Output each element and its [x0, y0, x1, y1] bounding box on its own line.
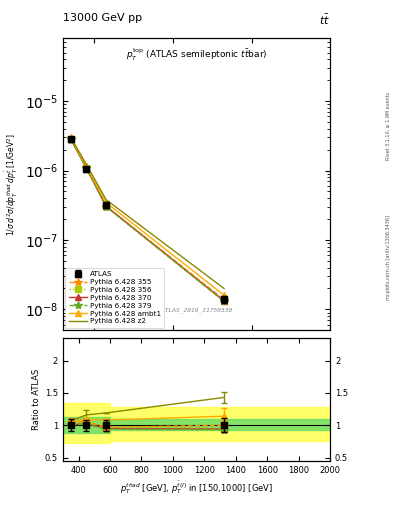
Line: Pythia 6.428 355: Pythia 6.428 355: [66, 134, 228, 304]
Text: mcplots.cern.ch [arXiv:1306.3436]: mcplots.cern.ch [arXiv:1306.3436]: [386, 215, 391, 300]
Pythia 6.428 ambt1: [68, 135, 73, 141]
Pythia 6.428 z2: [104, 197, 108, 203]
Line: Pythia 6.428 ambt1: Pythia 6.428 ambt1: [68, 135, 227, 298]
Pythia 6.428 370: [84, 165, 89, 171]
Pythia 6.428 ambt1: [222, 292, 226, 298]
Pythia 6.428 355: [68, 135, 73, 141]
X-axis label: $p_T^{thad}$ [GeV], $p_T^{\bar{t}(l)}$ in [150,1000] [GeV]: $p_T^{thad}$ [GeV], $p_T^{\bar{t}(l)}$ i…: [120, 479, 273, 496]
Pythia 6.428 379: [104, 204, 108, 210]
Text: Rivet 3.1.10, ≥ 1.9M events: Rivet 3.1.10, ≥ 1.9M events: [386, 92, 391, 160]
Pythia 6.428 379: [84, 165, 89, 172]
Pythia 6.428 355: [222, 296, 226, 303]
Legend: ATLAS, Pythia 6.428 355, Pythia 6.428 356, Pythia 6.428 370, Pythia 6.428 379, P: ATLAS, Pythia 6.428 355, Pythia 6.428 35…: [65, 268, 164, 328]
Pythia 6.428 379: [222, 298, 226, 305]
Pythia 6.428 370: [104, 203, 108, 209]
Pythia 6.428 355: [84, 164, 89, 170]
Pythia 6.428 379: [68, 136, 73, 142]
Pythia 6.428 z2: [68, 134, 73, 140]
Pythia 6.428 370: [68, 136, 73, 142]
Line: Pythia 6.428 379: Pythia 6.428 379: [66, 135, 228, 306]
Text: $p_T^{\mathrm{top}}$ (ATLAS semileptonic $t\bar{t}$bar): $p_T^{\mathrm{top}}$ (ATLAS semileptonic…: [126, 47, 267, 63]
Pythia 6.428 z2: [222, 285, 226, 291]
Y-axis label: $1/\sigma\,d^2\sigma/dp_T^{thad}\,dp_T^{\bar{t}}\,[1/\mathrm{GeV}^2]$: $1/\sigma\,d^2\sigma/dp_T^{thad}\,dp_T^{…: [4, 133, 20, 236]
Line: Pythia 6.428 z2: Pythia 6.428 z2: [71, 137, 224, 288]
Pythia 6.428 370: [222, 298, 226, 304]
Text: $t\bar{t}$: $t\bar{t}$: [319, 13, 330, 27]
Line: Pythia 6.428 356: Pythia 6.428 356: [68, 136, 227, 303]
Pythia 6.428 355: [104, 203, 108, 209]
Y-axis label: Ratio to ATLAS: Ratio to ATLAS: [32, 369, 41, 430]
Text: ATLAS_2019_I1750330: ATLAS_2019_I1750330: [161, 307, 232, 313]
Pythia 6.428 356: [104, 203, 108, 209]
Pythia 6.428 ambt1: [104, 200, 108, 206]
Pythia 6.428 356: [68, 136, 73, 142]
Pythia 6.428 356: [84, 164, 89, 170]
Pythia 6.428 ambt1: [84, 163, 89, 169]
Text: 13000 GeV pp: 13000 GeV pp: [63, 13, 142, 23]
Line: Pythia 6.428 370: Pythia 6.428 370: [68, 137, 227, 304]
Pythia 6.428 356: [222, 297, 226, 304]
Pythia 6.428 z2: [84, 161, 89, 167]
